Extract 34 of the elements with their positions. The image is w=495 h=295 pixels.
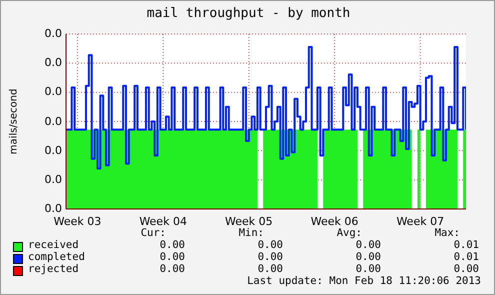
text: Cur: xyxy=(140,227,166,239)
text: 0.00 xyxy=(258,263,283,275)
text: 0.00 xyxy=(454,263,479,275)
x-tick-label: Week 04 xyxy=(139,214,187,228)
text: 0.0 xyxy=(44,27,62,40)
text: 0.0 xyxy=(44,202,62,215)
legend-label: rejected xyxy=(28,263,79,275)
text: 0.01 xyxy=(454,251,479,263)
text: 0.00 xyxy=(356,263,381,275)
text: 0.0 xyxy=(44,85,62,98)
text: Avg: xyxy=(336,227,362,239)
x-tick-label: Week 06 xyxy=(310,214,358,228)
x-tick-label: Week 03 xyxy=(54,214,102,228)
text: 0.00 xyxy=(356,251,381,263)
text: 0.00 xyxy=(160,263,185,275)
text: 0.00 xyxy=(258,239,283,251)
text: 0.0 xyxy=(44,56,62,70)
y-axis-title: mails/second xyxy=(8,88,20,154)
x-tick-label: Week 05 xyxy=(225,214,273,228)
text: 0.0 xyxy=(44,172,62,186)
text: 0.0 xyxy=(44,114,62,128)
text: Max: xyxy=(434,227,460,239)
x-tick-label: Week 07 xyxy=(396,214,444,228)
chart-title: mail throughput - by month xyxy=(146,6,352,21)
text: 0.00 xyxy=(356,239,381,251)
text: 0.00 xyxy=(160,239,185,251)
text: 0.00 xyxy=(160,251,185,263)
legend-label: received xyxy=(28,239,79,251)
text: Last update: Mon Feb 18 11:20:06 2013 xyxy=(247,275,481,287)
legend-label: completed xyxy=(28,251,85,263)
text: 0.0 xyxy=(44,144,62,157)
text: 0.00 xyxy=(258,251,283,263)
text: Min: xyxy=(238,227,264,239)
text: 0.01 xyxy=(454,239,479,251)
